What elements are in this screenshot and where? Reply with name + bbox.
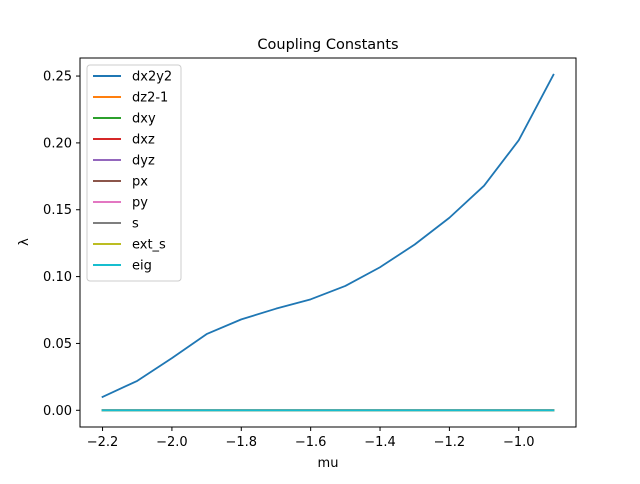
y-tick-label: 0.25 bbox=[43, 70, 72, 85]
legend-label-dx2y2: dx2y2 bbox=[132, 70, 172, 85]
legend-label-py: py bbox=[132, 196, 148, 211]
plot-area bbox=[101, 73, 555, 412]
legend-label-px: px bbox=[132, 175, 148, 190]
x-tick-label: −1.4 bbox=[364, 435, 396, 450]
y-tick-label: 0.20 bbox=[43, 136, 72, 151]
x-tick-label: −2.2 bbox=[87, 435, 119, 450]
series-line-dx2y2 bbox=[101, 73, 555, 399]
y-tick-label: 0.10 bbox=[43, 270, 72, 285]
x-tick-label: −2.0 bbox=[156, 435, 188, 450]
legend-label-dxz: dxz bbox=[132, 133, 155, 148]
y-tick-label: 0.00 bbox=[43, 404, 72, 419]
legend-label-s: s bbox=[132, 217, 139, 232]
x-tick-label: −1.2 bbox=[434, 435, 466, 450]
plot-frame bbox=[79, 57, 577, 428]
legend-label-dyz: dyz bbox=[132, 154, 155, 169]
y-tick-label: 0.05 bbox=[43, 337, 72, 352]
legend-label-dxy: dxy bbox=[132, 112, 156, 127]
x-tick-label: −1.0 bbox=[503, 435, 535, 450]
legend-label-ext_s: ext_s bbox=[132, 238, 166, 253]
x-tick-label: −1.8 bbox=[225, 435, 257, 450]
legend-label-dz2-1: dz2-1 bbox=[132, 91, 168, 106]
x-axis-label: mu bbox=[318, 456, 339, 471]
y-tick-label: 0.15 bbox=[43, 203, 72, 218]
x-tick-label: −1.6 bbox=[295, 435, 327, 450]
chart-title: Coupling Constants bbox=[257, 37, 398, 53]
y-axis-label: λ bbox=[17, 238, 32, 246]
legend-label-eig: eig bbox=[132, 259, 152, 274]
axis-ticks: −2.2 −2.0 −1.8 −1.6 −1.4 −1.2 −1.0 0.00 0.05 0.10… bbox=[43, 70, 535, 450]
